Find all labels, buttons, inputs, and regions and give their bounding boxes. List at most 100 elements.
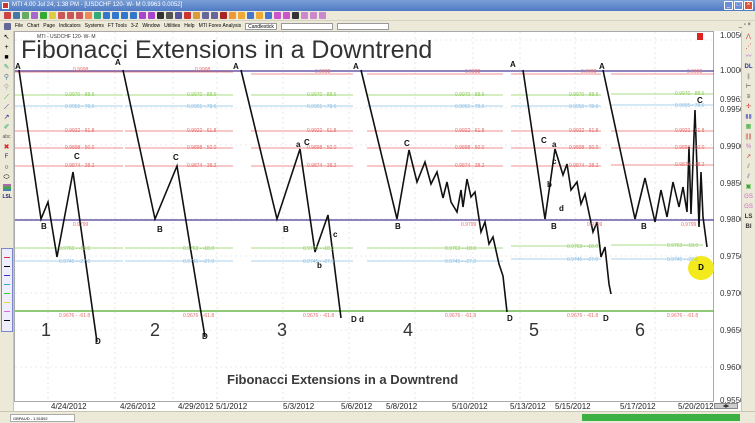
parallel-lines-icon[interactable]: ∥ [747, 74, 750, 80]
vertical-lines-icon[interactable]: |||| [745, 134, 752, 140]
bars-alt-icon[interactable] [76, 12, 83, 19]
f2-icon[interactable] [292, 12, 299, 19]
cross-tool-icon[interactable]: ✢ [745, 104, 752, 110]
bars-all-icon[interactable] [67, 12, 74, 19]
blue-line-swatch[interactable] [4, 275, 10, 276]
lock-icon[interactable] [157, 12, 164, 19]
wave3-icon[interactable] [319, 12, 326, 19]
align-icon[interactable] [247, 12, 254, 19]
menu-mti-forex-analysis[interactable]: MTI Forex Analysis [198, 23, 242, 29]
layout-icon[interactable] [202, 12, 209, 19]
bars-icon[interactable] [58, 12, 65, 19]
save-icon[interactable] [175, 12, 182, 19]
dollar-icon[interactable] [184, 12, 191, 19]
print-icon[interactable] [166, 12, 173, 19]
pink-line-swatch[interactable] [4, 311, 10, 312]
move-icon[interactable] [121, 12, 128, 19]
pb-icon[interactable] [40, 12, 47, 19]
diagonal-lines-icon[interactable]: ⫽ [747, 164, 750, 170]
yellow-line-swatch[interactable] [4, 302, 10, 303]
mdi-controls[interactable]: _ ▫ × [738, 22, 751, 28]
fib2-icon[interactable] [283, 12, 290, 19]
gs-tool-icon[interactable]: GS [744, 194, 753, 200]
minimize-button[interactable]: _ [724, 1, 733, 10]
bars-tool-icon[interactable]: ▮▮ [745, 114, 752, 120]
layout2-icon[interactable] [211, 12, 218, 19]
combo-box-3[interactable] [336, 22, 389, 30]
magnify-icon[interactable]: ⚲ [3, 74, 10, 81]
price-axis[interactable]: 1.0050 1.0000 0.9962 0.9950 0.9900 0.985… [714, 31, 744, 411]
red-line-swatch[interactable] [4, 257, 10, 258]
lsl-icon[interactable]: LSL [2, 194, 12, 200]
eraser-icon[interactable]: ■ [4, 54, 9, 61]
wave2-icon[interactable] [310, 12, 317, 19]
diagonal-lines-2-icon[interactable]: ⫽ [747, 174, 750, 180]
wave-icon[interactable] [301, 12, 308, 19]
menu-window[interactable]: Window [142, 23, 161, 29]
menu-3z[interactable]: 3-Z [130, 23, 139, 29]
open-chart-icon[interactable] [13, 12, 20, 19]
crosshair-icon[interactable] [94, 12, 101, 19]
grid-icon[interactable] [49, 12, 56, 19]
new-chart-icon[interactable] [4, 12, 11, 19]
maximize-button[interactable]: □ [734, 1, 743, 10]
expand-icon[interactable] [112, 12, 119, 19]
cyan-line-swatch[interactable] [4, 284, 10, 285]
ray-tool-icon[interactable]: ⟋ [4, 104, 9, 111]
text-tool-icon[interactable] [148, 12, 155, 19]
pan-icon[interactable] [130, 12, 137, 19]
step-tool-icon[interactable]: ⊢ [745, 84, 752, 90]
horizontal-lines-icon[interactable]: ≡ [746, 94, 751, 100]
delete-drawing-icon[interactable]: ✖ [3, 144, 10, 151]
price-chart[interactable]: Fibonacci Extensions in a Downtrend Fibo… [14, 31, 715, 403]
pointer-icon[interactable]: ↖ [3, 34, 10, 41]
color-bars-icon[interactable] [2, 184, 11, 191]
wave-tool-icon[interactable]: 〰 [745, 54, 752, 60]
highlight2-icon[interactable] [256, 12, 263, 19]
close-button[interactable]: × [744, 1, 753, 10]
percent-tool-icon[interactable]: % [745, 144, 752, 150]
crosshair-tool-icon[interactable]: + [4, 44, 9, 51]
flag-icon[interactable] [193, 12, 200, 19]
ellipse-icon[interactable]: ⬭ [3, 174, 10, 181]
zoom-in-icon[interactable] [103, 12, 110, 19]
curve-tool-icon[interactable]: ↗ [745, 154, 752, 160]
dl-tool-icon[interactable]: DL [744, 64, 753, 70]
menu-ft-tools[interactable]: FT Tools [107, 23, 127, 29]
color-icon[interactable] [229, 12, 236, 19]
menu-page[interactable]: Page [43, 23, 55, 29]
magnify-disabled-icon[interactable]: ⚲ [3, 84, 10, 91]
trend-line-tool-icon[interactable]: ⟋ [4, 94, 9, 101]
bookmark-icon[interactable] [220, 12, 227, 19]
study-icon[interactable] [31, 12, 38, 19]
pencil-tool-icon[interactable]: ✐ [3, 124, 10, 131]
ls-tool-icon[interactable]: LS [744, 214, 753, 220]
text-abc-icon[interactable]: abc [2, 134, 11, 140]
bi-tool-icon[interactable]: BI [745, 224, 752, 230]
highlight-icon[interactable] [238, 12, 245, 19]
font-icon[interactable]: F [4, 154, 9, 160]
menu-file[interactable]: File [15, 23, 24, 29]
menu-chart[interactable]: Chart [27, 23, 40, 29]
green-line-swatch[interactable] [4, 293, 10, 294]
axis-scroll-control[interactable]: ◂▮▸ [714, 403, 738, 409]
andrews-pitchfork-icon[interactable]: ⋀ [746, 34, 751, 40]
menu-utilities[interactable]: Utilities [164, 23, 181, 29]
menu-help[interactable]: Help [184, 23, 195, 29]
align2-icon[interactable] [265, 12, 272, 19]
indicator-icon[interactable] [22, 12, 29, 19]
image-tool-icon[interactable]: ▣ [745, 184, 752, 190]
fib-icon[interactable] [274, 12, 281, 19]
gs2-tool-icon[interactable]: GS [744, 204, 753, 210]
chart-type-select[interactable]: Candlestick [245, 22, 277, 30]
draw-icon[interactable] [85, 12, 92, 19]
fan-lines-icon[interactable]: ⋰ [745, 44, 752, 50]
grid-tool-icon[interactable]: ▦ [745, 124, 752, 130]
trend-line-icon[interactable] [139, 12, 146, 19]
black-line-swatch[interactable] [4, 266, 10, 267]
black-line-swatch-2[interactable] [4, 320, 10, 321]
circle-icon[interactable]: ○ [4, 164, 9, 171]
combo-box-2[interactable] [280, 22, 333, 30]
arrow-tool-icon[interactable]: ↗ [3, 114, 10, 121]
brush-icon[interactable]: ✎ [3, 64, 10, 71]
